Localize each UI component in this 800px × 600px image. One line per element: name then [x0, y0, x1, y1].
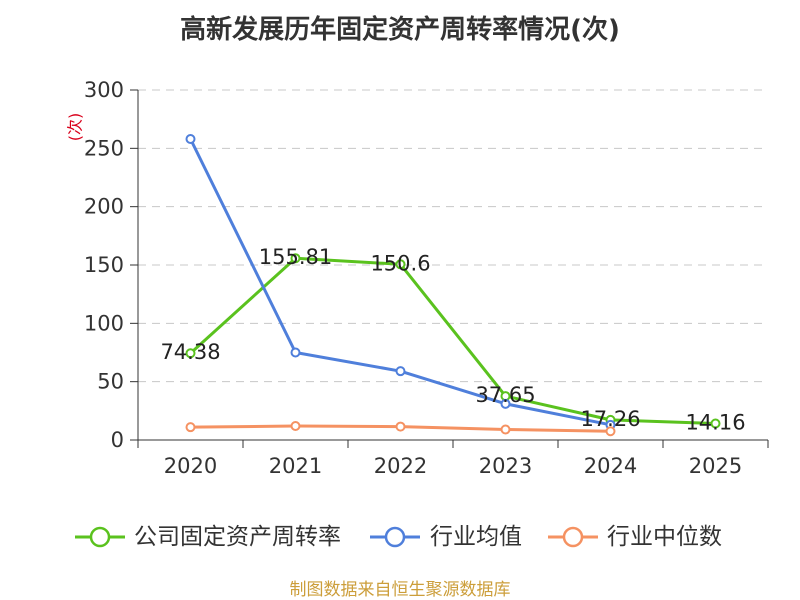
y-tick-label: 50 — [97, 370, 124, 394]
company-value-label: 74.38 — [160, 340, 220, 364]
legend-marker-industry-mean — [384, 526, 406, 548]
y-tick-label: 300 — [84, 78, 124, 102]
chart-title: 高新发展历年固定资产周转率情况(次) — [180, 14, 620, 45]
legend: 公司固定资产周转率 行业均值 行业中位数 — [75, 524, 722, 550]
company-value-label: 17.26 — [580, 407, 640, 431]
industry-mean-point — [185, 134, 196, 144]
series-layer — [185, 134, 721, 437]
industry-median-series — [185, 421, 616, 437]
y-tick-label: 200 — [84, 195, 124, 219]
y-axis-label: (次) — [66, 113, 85, 142]
company-line — [189, 256, 717, 425]
company-point — [290, 253, 301, 264]
x-tick-label: 2021 — [269, 454, 322, 478]
legend-label-industry-median: 行业中位数 — [607, 524, 722, 550]
company-value-label: 37.65 — [475, 383, 535, 407]
company-point — [710, 418, 721, 429]
industry-median-point — [605, 426, 616, 437]
company-value-label: 155.81 — [259, 245, 332, 269]
industry-mean-point — [395, 366, 406, 377]
y-tick-label: 100 — [84, 311, 124, 335]
axes: 0 50 100 150 200 250 300 2020 2021 2022 2023 2024 20… — [84, 78, 769, 478]
x-tick-label: 2024 — [584, 454, 637, 478]
industry-median-point — [500, 424, 511, 435]
company-point — [395, 259, 406, 270]
legend-item-industry-median: 行业中位数 — [548, 524, 722, 550]
industry-median-point — [290, 421, 301, 431]
industry-mean-point — [500, 398, 511, 409]
data-labels: 74.38 155.81 150.6 37.65 17.26 14.16 — [160, 245, 745, 434]
legend-marker-industry-median — [562, 526, 584, 548]
y-tick-label: 250 — [84, 136, 124, 160]
industry-median-point — [185, 422, 196, 433]
x-tick-label: 2025 — [689, 454, 742, 478]
industry-mean-series — [185, 134, 616, 430]
x-tick-label: 2022 — [374, 454, 427, 478]
industry-mean-point — [290, 347, 301, 358]
legend-item-industry-mean: 行业均值 — [370, 524, 522, 550]
legend-item-company: 公司固定资产周转率 — [75, 524, 341, 550]
company-point — [185, 348, 196, 359]
x-tick-label: 2023 — [479, 454, 532, 478]
legend-marker-company — [89, 526, 111, 548]
data-source-footer: 制图数据来自恒生聚源数据库 — [290, 580, 511, 600]
company-value-label: 14.16 — [685, 410, 745, 434]
company-value-label: 150.6 — [370, 251, 430, 275]
industry-median-point — [395, 421, 406, 432]
grid-lines — [138, 89, 768, 383]
x-tick-label: 2020 — [164, 454, 217, 478]
y-tick-label: 0 — [111, 428, 124, 452]
legend-label-industry-mean: 行业均值 — [430, 524, 522, 550]
legend-label-company: 公司固定资产周转率 — [134, 524, 341, 550]
y-tick-label: 150 — [84, 253, 124, 277]
